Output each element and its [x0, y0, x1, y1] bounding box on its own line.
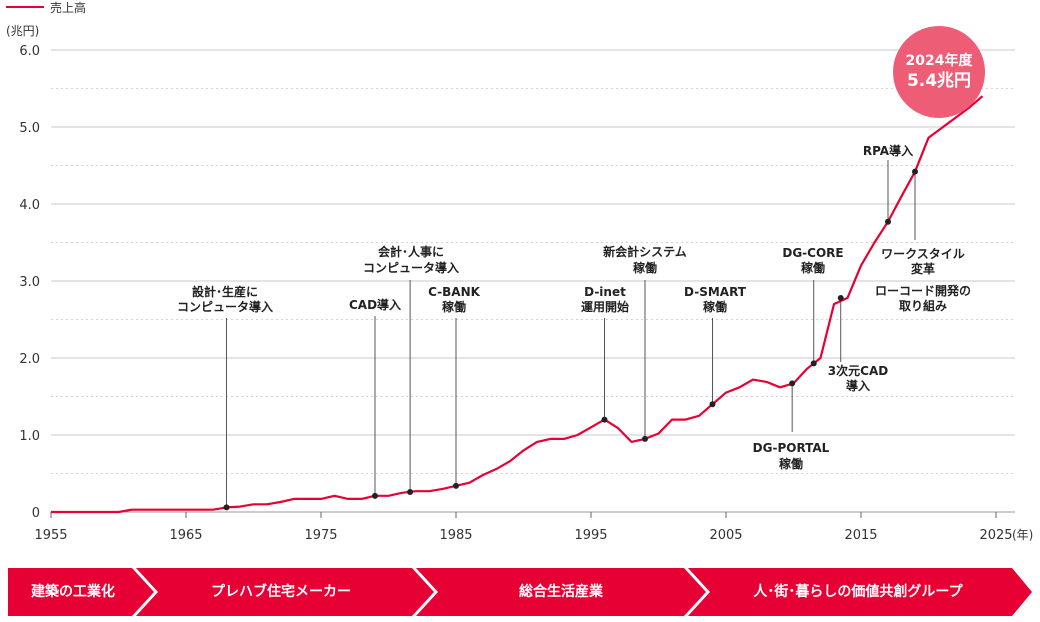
era-bar: [8, 568, 1032, 616]
annotation-marker: [372, 492, 378, 499]
x-tick-label: 1975: [304, 528, 337, 543]
fy2024-badge: 2024年度 5.4兆円: [893, 26, 985, 118]
annotation-label: CAD導入: [349, 297, 401, 312]
x-tick-label: 1995: [574, 528, 607, 543]
y-axis-unit: (兆円): [6, 24, 40, 38]
annotation-marker: [709, 401, 716, 408]
annotation-label: ワークスタイル: [881, 247, 965, 261]
x-tick-label: 2015: [844, 528, 877, 543]
y-axis-ticks: 0 1.0 2.0 3.0 4.0 5.0 6.0: [19, 44, 40, 521]
x-tick-label: 2005: [709, 528, 742, 543]
y-tick-label: 1.0: [19, 429, 40, 444]
annotation-label: 変革: [911, 261, 935, 276]
annotation-label: 稼働: [442, 299, 466, 314]
annotation-markers: [223, 168, 918, 511]
annotation-label: ローコード開発の: [875, 283, 971, 298]
annotation-label: 導入: [846, 378, 870, 393]
annotation-label: 運用開始: [581, 299, 629, 314]
era-segment-2: [136, 568, 434, 616]
annotation-label: 稼働: [703, 299, 727, 314]
annotation-marker: [223, 504, 230, 511]
annotation-marker: [789, 380, 796, 387]
annotation-marker: [837, 294, 844, 301]
gridlines: [51, 49, 1015, 513]
series-line-sales: [51, 95, 984, 514]
era-label-1: 建築の工業化: [31, 584, 115, 600]
y-tick-label: 4.0: [19, 198, 40, 213]
annotation-label: 稼働: [633, 260, 657, 275]
annotation-marker: [912, 168, 918, 175]
era-segment-1: [8, 568, 154, 616]
annotation-marker: [885, 218, 891, 225]
x-tick-label: 2025: [979, 528, 1012, 543]
y-tick-label: 3.0: [19, 275, 40, 290]
annotation-label: 稼働: [779, 456, 803, 471]
annotation-marker: [810, 360, 817, 367]
y-tick-label: 5.0: [19, 121, 40, 136]
annotation-marker: [601, 416, 608, 423]
annotation-label: 設計･生産に: [192, 284, 258, 299]
x-tick-label: 1985: [439, 528, 472, 543]
annotation-label: RPA導入: [863, 143, 913, 158]
badge-year: 2024年度: [905, 53, 973, 69]
annotation-marker: [453, 482, 459, 489]
annotation-label: 3次元CAD: [828, 363, 888, 378]
era-label-4: 人･街･暮らしの価値共創グループ: [753, 584, 963, 600]
annotation-label: D-inet: [584, 285, 626, 299]
legend-line-swatch: [6, 6, 44, 8]
annotation-label: C-BANK: [428, 285, 481, 299]
legend-label: 売上高: [50, 0, 87, 15]
annotation-label: コンピュータ導入: [363, 260, 459, 275]
annotation-label: 稼働: [801, 260, 825, 275]
annotation-marker: [642, 435, 648, 442]
badge-value: 5.4兆円: [906, 71, 972, 91]
y-tick-label: 0: [32, 506, 40, 521]
annotation-label: 新会計システム: [603, 244, 687, 259]
annotation-label: コンピュータ導入: [177, 299, 273, 314]
y-tick-label: 2.0: [19, 352, 40, 367]
y-tick-label: 6.0: [19, 44, 40, 59]
annotation-label: 取り組み: [899, 298, 947, 313]
annotation-label: DG-CORE: [782, 246, 843, 260]
x-tick-label: 1955: [34, 528, 67, 543]
legend: 売上高: [6, 0, 87, 15]
annotation-label: D-SMART: [684, 285, 747, 299]
x-axis-ticks: 1955 1965 1975 1985 1995 2005 2015 2025: [34, 512, 1013, 543]
era-label-3: 総合生活産業: [519, 584, 603, 600]
era-segment-4: [688, 568, 1032, 616]
x-axis-unit: (年): [1012, 528, 1034, 542]
x-tick-label: 1965: [169, 528, 202, 543]
annotation-label: DG-PORTAL: [753, 441, 830, 455]
annotation-marker: [407, 488, 414, 495]
era-label-2: プレハブ住宅メーカー: [211, 584, 351, 600]
annotation-label: 会計･人事に: [378, 244, 444, 259]
era-segment-3: [416, 568, 706, 616]
